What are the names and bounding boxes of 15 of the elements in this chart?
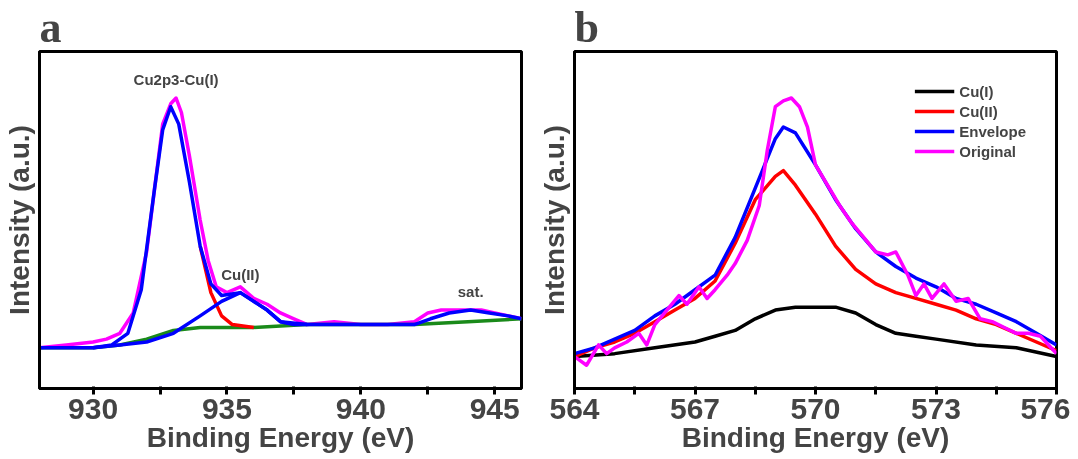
annotation: sat. (457, 283, 484, 301)
x-tick-label: 945 (469, 391, 520, 425)
y-axis-title: Intensity (a.u.) (538, 125, 570, 315)
y-axis-title: Intensity (a.u.) (3, 125, 35, 315)
legend-label: Cu(II) (959, 102, 998, 120)
legend-label: Cu(I) (959, 82, 994, 100)
chart-title: a (39, 2, 62, 52)
x-tick-label: 930 (68, 391, 119, 425)
annotation: Cu2p3-Cu(I) (133, 70, 219, 88)
chart-title: b (574, 2, 599, 52)
x-tick-label: 576 (1020, 391, 1071, 425)
annotation: Cu(II) (221, 265, 260, 283)
legend-label: Original (959, 142, 1016, 160)
legend-label: Envelope (959, 122, 1026, 140)
x-tick-label: 564 (549, 391, 600, 425)
